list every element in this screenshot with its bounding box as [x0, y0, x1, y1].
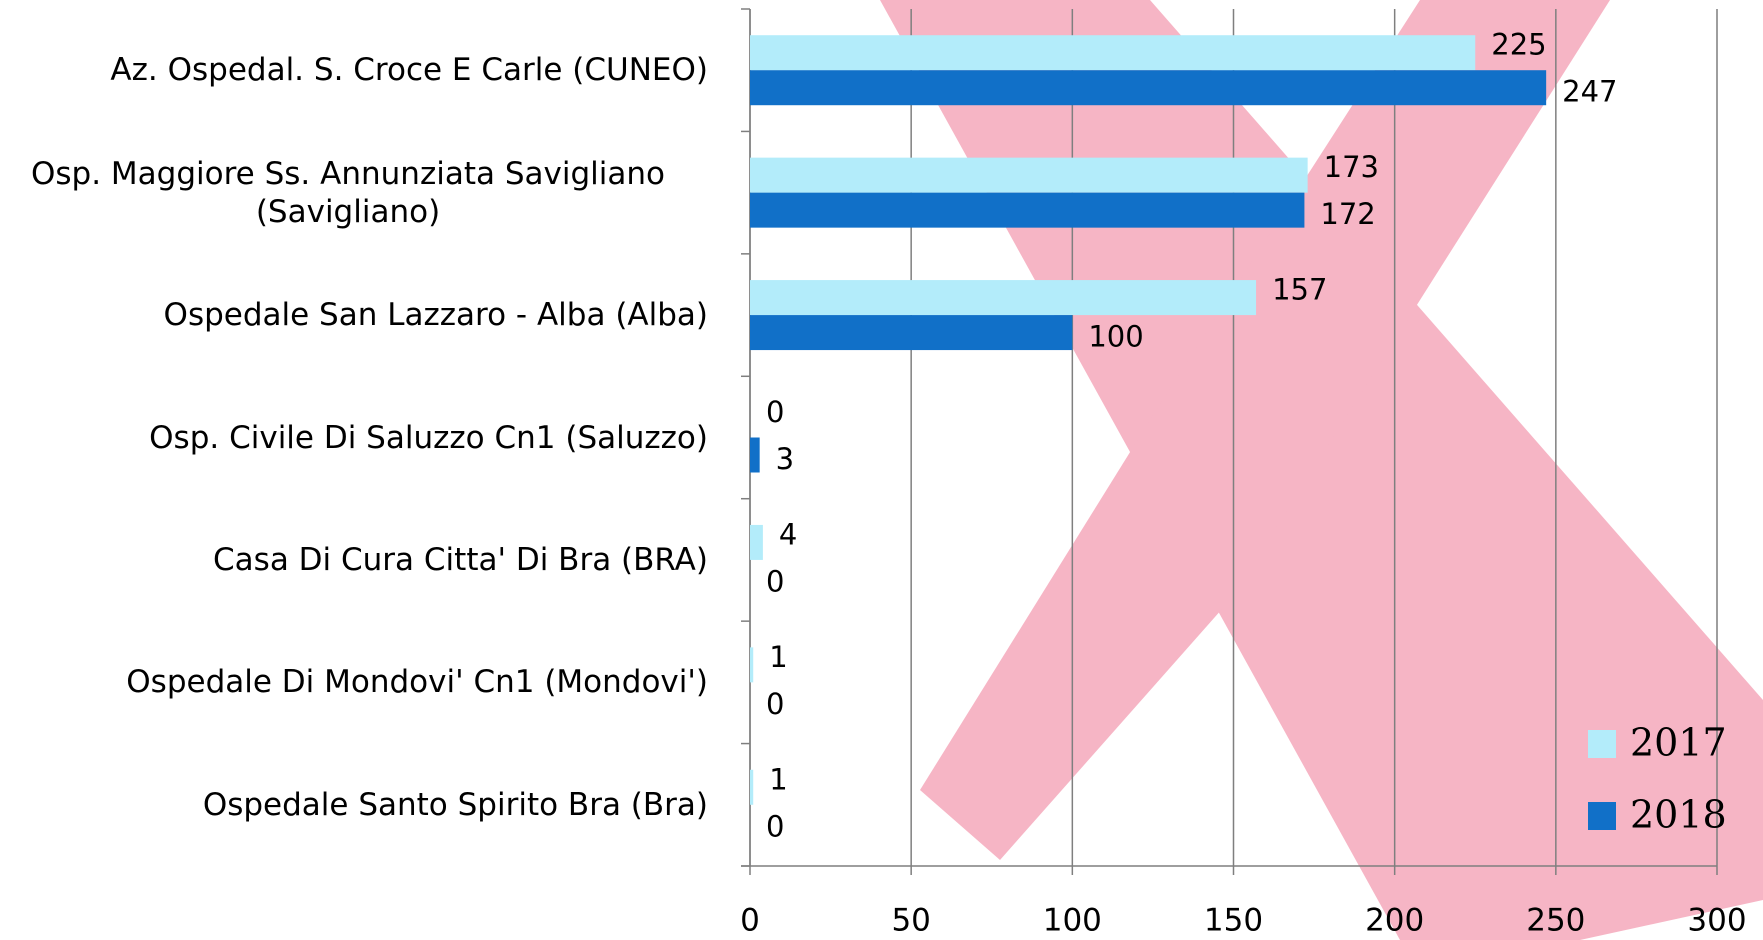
bar	[750, 70, 1547, 106]
x-tick-label: 0	[740, 903, 760, 939]
bar	[750, 437, 760, 473]
legend-swatch	[1588, 730, 1616, 758]
data-label: 172	[1320, 197, 1375, 231]
data-label: 0	[766, 687, 784, 721]
ribbon-band	[880, 0, 1763, 940]
y-tick-label: Ospedale Santo Spirito Bra (Bra)	[0, 786, 708, 824]
data-label: 4	[779, 517, 797, 551]
x-tick-label: 200	[1365, 903, 1424, 939]
data-label: 225	[1491, 28, 1546, 62]
legend-label: 2018	[1630, 793, 1727, 837]
data-label: 3	[776, 442, 794, 476]
y-tick-label: Casa Di Cura Citta' Di Bra (BRA)	[0, 541, 708, 579]
bar	[750, 315, 1073, 351]
x-tick-label: 150	[1204, 903, 1263, 939]
x-tick-label: 300	[1687, 903, 1746, 939]
bar	[750, 192, 1305, 228]
y-tick-label: Osp. Maggiore Ss. Annunziata Savigliano …	[0, 155, 708, 231]
x-tick-label: 250	[1526, 903, 1585, 939]
bar	[750, 157, 1308, 193]
data-label: 157	[1272, 273, 1327, 307]
bar	[750, 35, 1476, 71]
x-tick-label: 50	[891, 903, 930, 939]
bar	[750, 280, 1257, 316]
legend-label: 2017	[1630, 721, 1727, 765]
data-label: 1	[769, 762, 787, 796]
x-tick-label: 100	[1043, 903, 1102, 939]
data-label: 0	[766, 395, 784, 429]
data-label: 0	[766, 809, 784, 843]
y-tick-text: Casa Di Cura Citta' Di Bra (BRA)	[213, 541, 708, 578]
y-tick-text: Az. Ospedal. S. Croce E Carle (CUNEO)	[110, 52, 708, 89]
y-tick-label: Ospedale San Lazzaro - Alba (Alba)	[0, 296, 708, 334]
legend-swatch	[1588, 802, 1616, 830]
data-label: 0	[766, 564, 784, 598]
y-tick-text: Ospedale Santo Spirito Bra (Bra)	[202, 786, 708, 823]
ribbon-band	[920, 0, 1610, 860]
y-tick-text: Ospedale San Lazzaro - Alba (Alba)	[163, 297, 708, 334]
ribbon-background	[880, 0, 1763, 940]
bar	[750, 647, 754, 683]
y-tick-label: Ospedale Di Mondovi' Cn1 (Mondovi')	[0, 663, 708, 701]
bar	[750, 769, 754, 805]
y-tick-label: Az. Ospedal. S. Croce E Carle (CUNEO)	[0, 51, 708, 89]
y-tick-text: Osp. Maggiore Ss. Annunziata Savigliano …	[31, 155, 665, 230]
data-label: 173	[1324, 150, 1379, 184]
y-tick-text: Ospedale Di Mondovi' Cn1 (Mondovi')	[126, 664, 708, 701]
bar	[750, 524, 763, 560]
data-label: 100	[1088, 320, 1143, 354]
data-label: 1	[769, 640, 787, 674]
y-tick-label: Osp. Civile Di Saluzzo Cn1 (Saluzzo)	[0, 419, 708, 457]
y-tick-text: Osp. Civile Di Saluzzo Cn1 (Saluzzo)	[149, 419, 708, 456]
data-label: 247	[1562, 75, 1617, 109]
